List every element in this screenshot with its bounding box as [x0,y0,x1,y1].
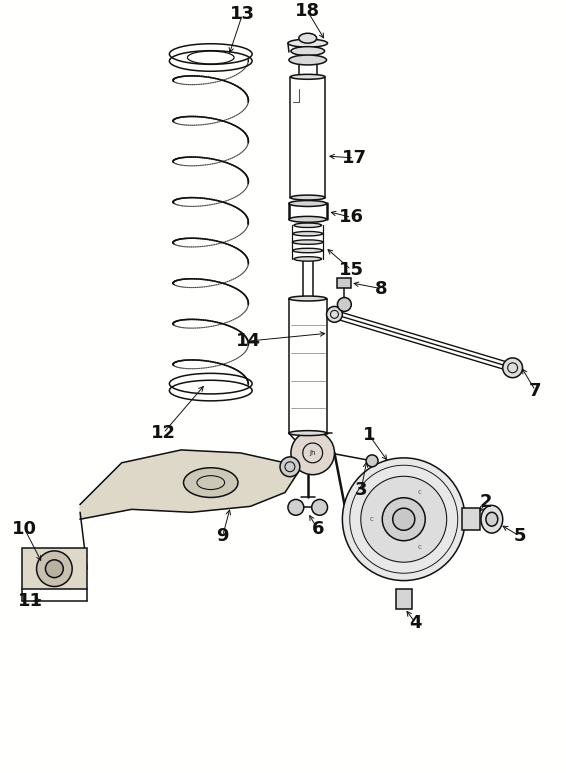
Circle shape [342,458,465,581]
Ellipse shape [294,257,321,261]
Circle shape [393,508,415,530]
Circle shape [312,499,328,516]
FancyBboxPatch shape [462,509,480,530]
Ellipse shape [289,55,327,65]
Text: 16: 16 [339,209,364,226]
Text: 12: 12 [151,424,175,442]
Text: c: c [370,516,374,523]
Text: 4: 4 [409,615,422,632]
Text: 9: 9 [216,527,229,545]
Ellipse shape [293,231,323,236]
Text: 17: 17 [342,149,367,167]
Circle shape [382,498,425,540]
Ellipse shape [289,200,327,206]
Ellipse shape [294,223,321,227]
Circle shape [288,499,304,516]
Text: c: c [418,544,422,550]
Circle shape [280,457,300,477]
Text: 2: 2 [479,493,492,512]
Text: 7: 7 [529,382,542,400]
Ellipse shape [290,195,325,200]
Ellipse shape [486,512,498,526]
Text: 14: 14 [236,332,261,350]
Text: 15: 15 [339,261,364,279]
FancyBboxPatch shape [337,278,351,288]
Circle shape [37,551,72,587]
Text: 3: 3 [355,481,367,499]
Circle shape [45,560,63,577]
Circle shape [366,455,378,467]
Circle shape [291,431,335,475]
Circle shape [361,476,447,562]
Ellipse shape [291,46,324,56]
Text: 8: 8 [375,280,387,298]
Ellipse shape [289,296,327,301]
Text: 18: 18 [295,2,320,21]
Text: 11: 11 [18,592,43,611]
Circle shape [503,358,522,378]
Ellipse shape [289,431,327,436]
Circle shape [327,306,342,322]
Ellipse shape [288,39,328,47]
Text: 6: 6 [311,520,324,538]
Text: 10: 10 [12,520,37,538]
Ellipse shape [293,248,323,253]
Text: c: c [418,489,422,495]
Circle shape [337,298,351,312]
Ellipse shape [299,33,316,43]
Ellipse shape [293,240,323,244]
Text: 5: 5 [513,527,526,545]
Polygon shape [80,450,300,519]
Text: 13: 13 [230,5,255,23]
Ellipse shape [481,506,503,533]
FancyBboxPatch shape [396,590,411,609]
Text: 1: 1 [363,426,375,444]
Ellipse shape [289,216,327,223]
Ellipse shape [183,468,238,498]
Text: jh: jh [310,450,316,456]
FancyBboxPatch shape [22,548,87,590]
Ellipse shape [290,74,325,80]
